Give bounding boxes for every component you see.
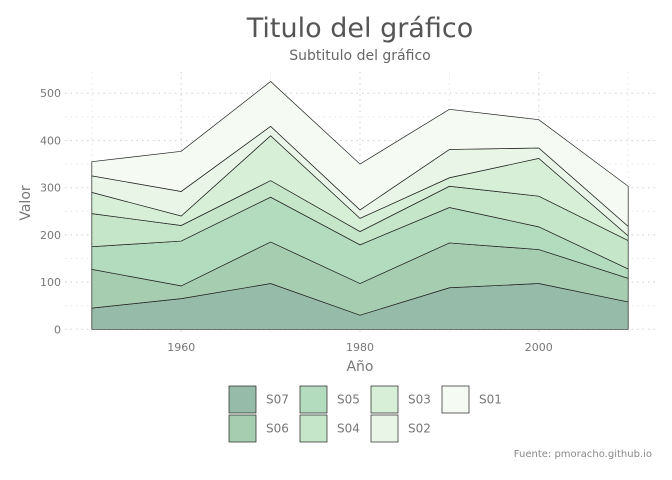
y-axis-title: Valor	[18, 185, 34, 221]
x-tick-label: 1960	[167, 341, 195, 354]
y-tick-label: 500	[40, 87, 61, 100]
area-s01	[91, 80, 629, 228]
plot-areas	[91, 80, 629, 330]
legend-key-s06	[228, 414, 257, 443]
legend-key-s04	[299, 414, 328, 443]
y-tick-label: 400	[40, 134, 61, 147]
y-tick-label: 100	[40, 276, 61, 289]
x-axis-title: Año	[346, 359, 373, 375]
x-tick-label: 1980	[346, 341, 374, 354]
legend-key-s03	[370, 385, 399, 414]
legend-key-s07	[228, 385, 257, 414]
legend-label: S05	[337, 393, 360, 407]
legend-key-s01	[441, 385, 470, 414]
x-tick-labels: 1960 1980 2000	[167, 341, 553, 354]
legend-label: S06	[266, 422, 289, 436]
legend-label: S03	[408, 393, 431, 407]
x-tick-label: 2000	[525, 341, 553, 354]
chart-caption: Fuente: pmoracho.github.io	[514, 449, 652, 460]
y-tick-labels: 0 100 200 300 400 500	[40, 87, 61, 336]
legend: S07 S06 S05 S04 S03 S02 S01	[228, 385, 502, 443]
legend-key-s05	[299, 385, 328, 414]
legend-key-s02	[370, 414, 399, 443]
legend-label: S02	[408, 422, 431, 436]
legend-label: S04	[337, 422, 360, 436]
chart-title: Titulo del gráfico	[246, 13, 473, 44]
y-tick-label: 200	[40, 229, 61, 242]
chart-subtitle: Subtitulo del gráfico	[289, 48, 430, 64]
y-tick-label: 0	[54, 323, 61, 336]
legend-label: S01	[479, 393, 502, 407]
y-tick-label: 300	[40, 182, 61, 195]
legend-label: S07	[266, 393, 289, 407]
